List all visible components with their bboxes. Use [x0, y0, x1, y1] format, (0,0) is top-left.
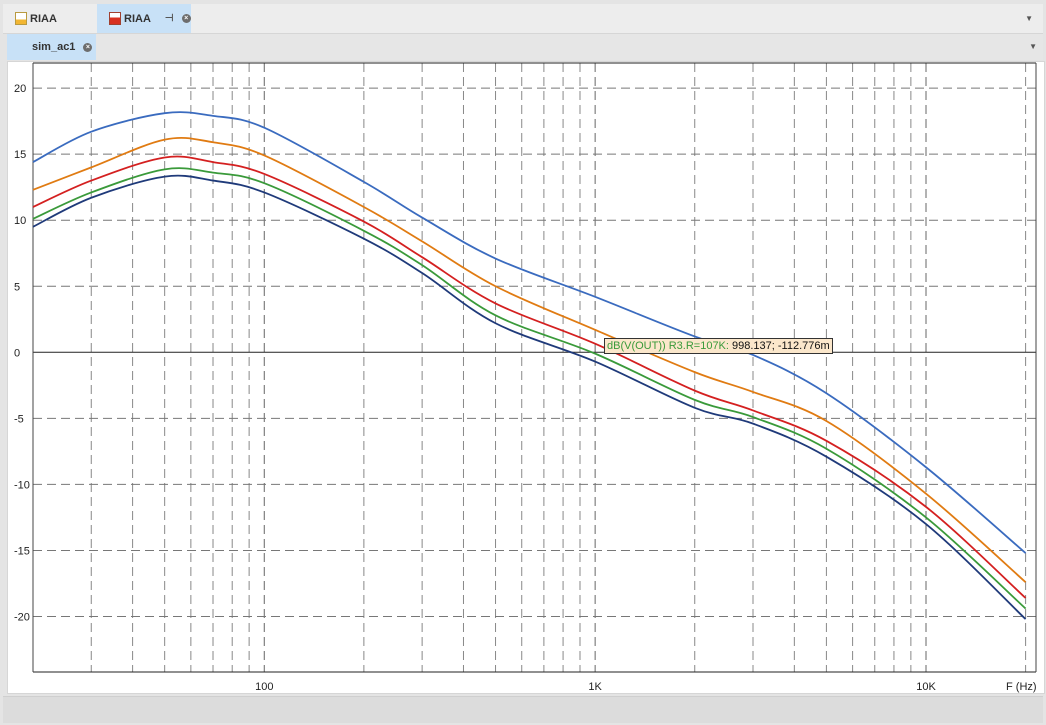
series-line-5 — [32, 174, 1027, 620]
tooltip-value: 998.137; -112.776m — [732, 340, 830, 352]
subtab-menu-dropdown-icon[interactable]: ▼ — [1029, 42, 1037, 51]
chart-panel — [7, 61, 1045, 694]
y-tick-label: -15 — [14, 545, 30, 557]
tab-sim-ac1[interactable]: sim_ac1 × — [7, 34, 96, 60]
cursor-tooltip: dB(V(OUT)) R3.R=107K: 998.137; -112.776m — [604, 338, 833, 354]
tab-menu-dropdown-icon[interactable]: ▼ — [1025, 14, 1033, 23]
simulation-tab-bar: sim_ac1 × ▼ — [7, 34, 1043, 60]
x-tick-label: 10K — [916, 681, 936, 693]
tooltip-series: dB(V(OUT)) R3.R=107K: — [607, 340, 729, 352]
x-axis-label: F (Hz) — [1006, 681, 1037, 693]
pin-icon[interactable]: ⊣ — [164, 13, 174, 24]
close-tab-icon[interactable]: × — [83, 42, 93, 52]
y-tick-label: -10 — [14, 479, 30, 491]
x-tick-label: 1K — [588, 681, 602, 693]
y-tick-label: 10 — [14, 215, 26, 227]
y-tick-label: 20 — [14, 83, 26, 95]
series-line-2 — [32, 136, 1027, 583]
status-bar — [3, 696, 1043, 723]
close-tab-icon[interactable]: × — [181, 14, 191, 23]
series-line-3 — [32, 155, 1027, 599]
y-tick-label: 5 — [14, 281, 20, 293]
schematic-icon — [15, 12, 27, 25]
tab-label: RIAA — [30, 12, 57, 25]
tab-riaa-simulation[interactable]: RIAA ⊣ × — [97, 4, 191, 33]
tab-riaa-schematic[interactable]: RIAA — [9, 4, 103, 33]
tab-label: RIAA — [124, 12, 151, 25]
x-tick-label: 100 — [255, 681, 273, 693]
y-tick-label: 0 — [14, 347, 20, 359]
schematic-sim-icon — [109, 12, 121, 25]
y-tick-label: 15 — [14, 149, 26, 161]
series-line-1 — [32, 111, 1027, 554]
series-line-4 — [32, 167, 1027, 610]
document-tab-bar: RIAA RIAA ⊣ × ▼ — [3, 4, 1043, 34]
tab-label: sim_ac1 — [32, 41, 76, 53]
y-tick-label: -20 — [14, 612, 30, 624]
y-tick-label: -5 — [14, 413, 24, 425]
